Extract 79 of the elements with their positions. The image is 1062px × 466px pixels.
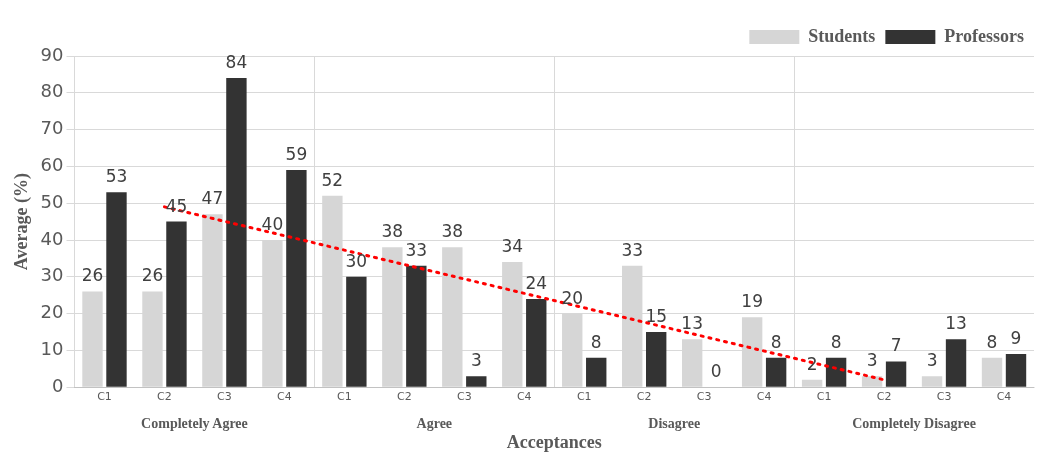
text: Completely Agree <box>141 415 248 431</box>
y-tick-label: 80 <box>40 80 64 102</box>
data-label: 0 <box>710 361 722 382</box>
bar <box>945 339 967 387</box>
bar <box>586 357 607 387</box>
data-label: 13 <box>945 313 967 334</box>
data-label: 59 <box>285 144 308 164</box>
text: Disagree <box>648 415 701 431</box>
data-label: 38 <box>441 221 464 242</box>
x-tick-label: C4 <box>756 389 772 403</box>
x-tick-label: C2 <box>157 389 172 403</box>
bar <box>226 78 247 387</box>
bar <box>346 276 367 387</box>
y-tick-label: 40 <box>40 227 64 249</box>
data-label: 9 <box>1010 328 1022 348</box>
data-label: 34 <box>501 236 524 256</box>
data-label: 3 <box>470 350 482 371</box>
y-tick-label: 90 <box>40 43 64 65</box>
data-label: 13 <box>681 313 703 334</box>
data-label: 52 <box>321 169 344 190</box>
data-label: 7 <box>890 335 902 356</box>
bar <box>825 357 847 387</box>
data-label: 8 <box>986 331 998 352</box>
y-tick-label: 50 <box>40 190 64 212</box>
data-label: 40 <box>261 213 284 234</box>
data-label: 24 <box>525 272 548 293</box>
data-label: 26 <box>81 265 104 286</box>
bar <box>406 265 427 387</box>
text: Agree <box>416 415 453 431</box>
data-label: 3 <box>926 350 938 371</box>
y-tick-label: 60 <box>40 154 64 176</box>
x-tick-label: C3 <box>696 389 712 403</box>
bar <box>286 170 307 387</box>
x-tick-label: C2 <box>636 389 652 403</box>
data-label: 3 <box>866 350 878 371</box>
data-label: 8 <box>770 331 782 352</box>
x-tick-label: C1 <box>97 389 112 403</box>
legend-label: Students <box>808 25 876 46</box>
bar <box>466 376 487 387</box>
x-tick-label: C1 <box>816 389 832 403</box>
bar <box>166 221 187 387</box>
y-tick-label: 20 <box>40 301 64 323</box>
y-tick-label: 10 <box>40 338 64 360</box>
data-label: 30 <box>345 250 368 271</box>
bar <box>526 298 547 387</box>
y-tick-label: 70 <box>40 117 64 139</box>
text: Completely Disagree <box>852 415 976 431</box>
y-axis-title: Average (%) <box>11 173 33 271</box>
data-label: 8 <box>590 331 602 352</box>
x-tick-label: C1 <box>576 389 592 403</box>
x-axis-title: Acceptances <box>506 431 602 452</box>
data-label: 53 <box>105 166 128 187</box>
x-tick-label: C2 <box>396 389 412 403</box>
x-tick-label: C3 <box>456 389 472 403</box>
data-label: 33 <box>621 239 644 260</box>
x-tick-label: C4 <box>516 389 532 403</box>
bar <box>765 357 787 387</box>
bar <box>106 192 127 387</box>
bar <box>885 361 907 387</box>
x-tick-label: C2 <box>876 389 892 403</box>
x-tick-label: C4 <box>996 389 1012 403</box>
data-label: 38 <box>381 221 404 242</box>
data-label: 19 <box>741 291 763 312</box>
data-label: 15 <box>645 305 668 326</box>
legend-label: Professors <box>944 25 1025 46</box>
x-tick-label: C4 <box>277 389 292 403</box>
data-label: 47 <box>201 188 224 209</box>
data-label: 20 <box>561 287 584 308</box>
data-label: 84 <box>225 52 248 72</box>
bar <box>646 332 667 387</box>
y-tick-label: 0 <box>52 374 64 396</box>
bar <box>1005 354 1027 387</box>
data-label: 33 <box>405 239 428 260</box>
data-label: 8 <box>830 331 842 352</box>
x-tick-label: C3 <box>936 389 952 403</box>
y-tick-label: 30 <box>40 264 64 286</box>
data-label: 26 <box>141 265 164 286</box>
x-tick-label: C3 <box>217 389 232 403</box>
x-tick-label: C1 <box>337 389 352 403</box>
